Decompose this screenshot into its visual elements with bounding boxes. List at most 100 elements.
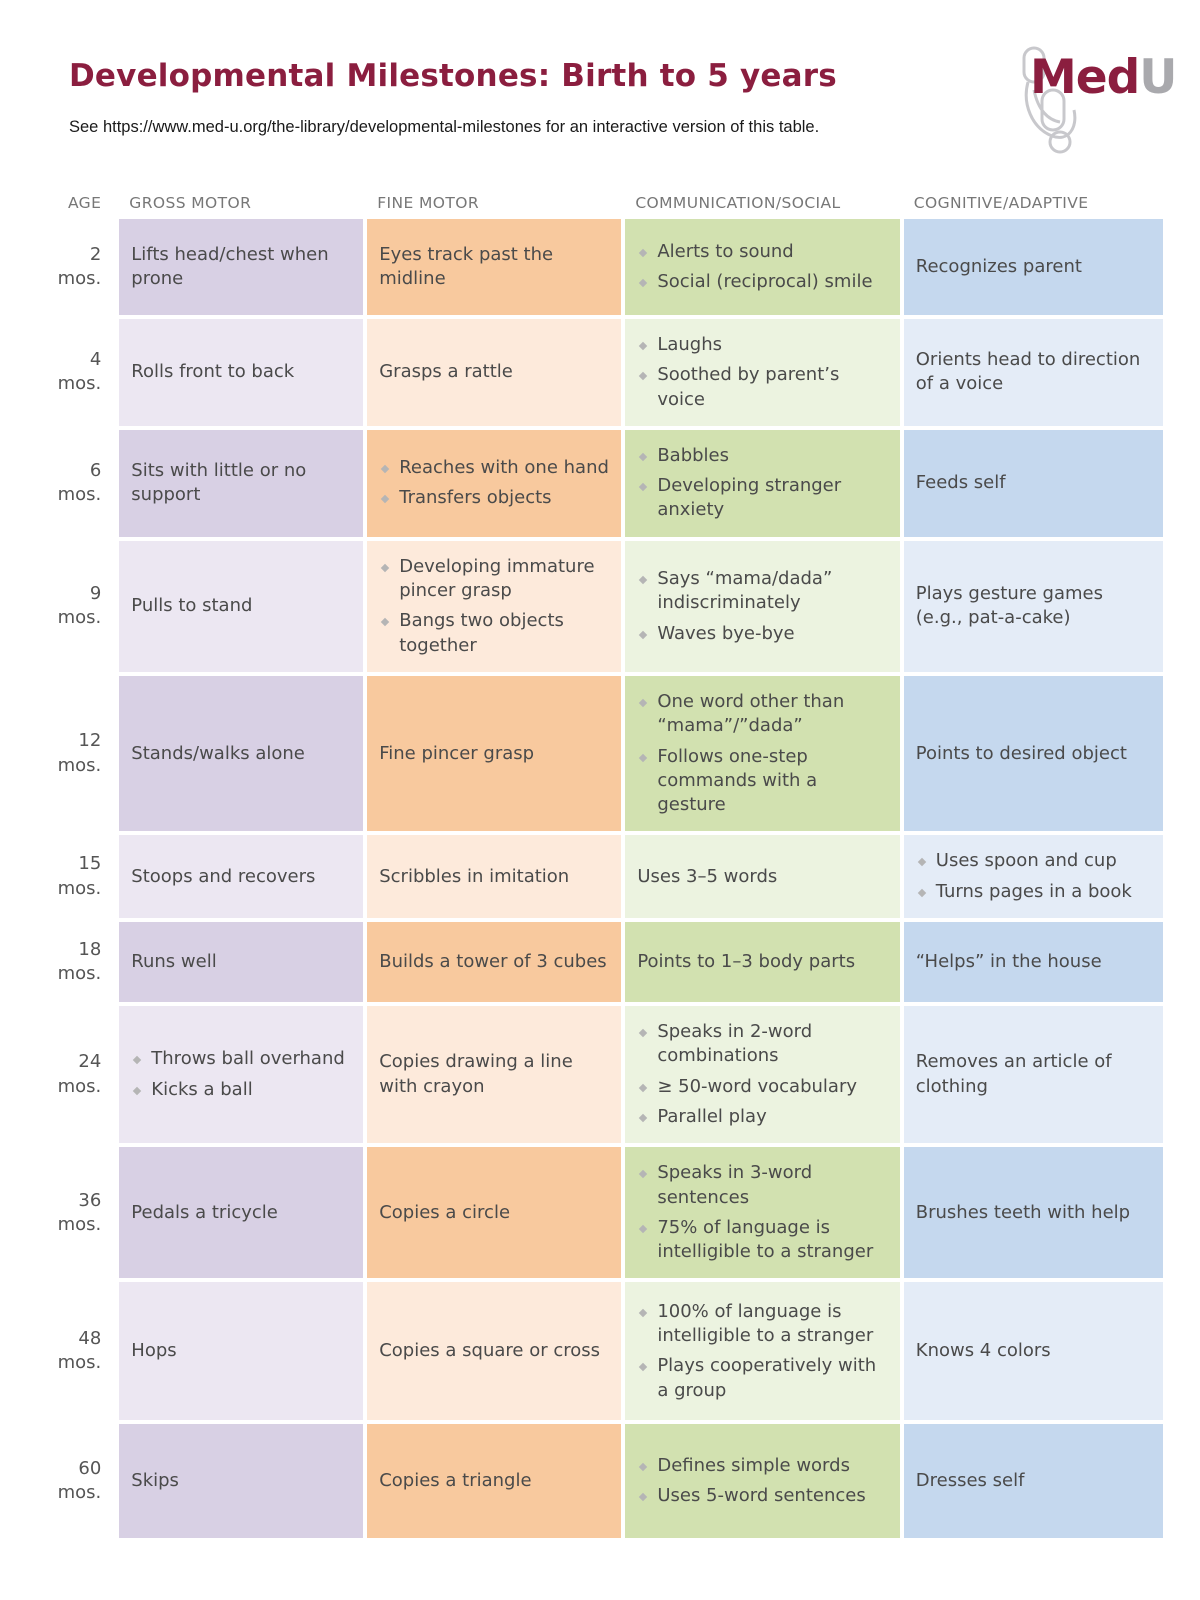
communication-social-list: Speaks in 3-word sentences 75% of languag… [637,1161,887,1264]
list-item: Follows one-step commands with a gesture [637,745,887,818]
age-unit: mos. [57,877,102,899]
fine-motor-text: Copies a circle [379,1201,511,1223]
age-unit: mos. [57,484,102,506]
table-row: 4 mos. Rolls front to back Grasps a rattle… [36,319,1163,426]
communication-social-text: Points to 1–3 body parts [637,950,856,972]
age-unit: mos. [57,1075,102,1097]
header-cognitive-adaptive: COGNITIVE/ADAPTIVE [913,193,1089,212]
header-gross-motor: GROSS MOTOR [129,193,252,212]
cognitive-adaptive-cell: Brushes teeth with help [903,1147,1163,1279]
table-row: 24 mos. Throws ball overhand Kicks a ball Co… [36,1006,1163,1144]
fine-motor-text: Copies a square or cross [379,1340,600,1362]
fine-motor-text: Eyes track past the midline [379,243,554,289]
table-header-row: AGE GROSS MOTOR FINE MOTOR COMMUNICATION… [36,190,1163,215]
cognitive-adaptive-text: Recognizes parent [915,255,1082,277]
gross-motor-cell: Skips [119,1424,364,1539]
age-unit: mos. [57,963,102,985]
fine-motor-cell: Fine pincer grasp [367,675,622,832]
age-unit: mos. [57,754,102,776]
list-item: Alerts to sound [637,240,887,264]
communication-social-cell: 100% of language is intelligible to a st… [625,1282,900,1421]
communication-social-list: Says “mama/dada” indiscriminately Waves b… [637,567,887,646]
table-row: 6 mos. Sits with little or no support Reac… [36,429,1163,537]
header-communication-social: COMMUNICATION/SOCIAL [635,193,841,212]
page-subtitle: See https://www.med-u.org/the-library/de… [69,118,820,136]
communication-social-list: Defines simple words Uses 5-word sentence… [637,1454,887,1509]
fine-motor-list: Developing immature pincer grasp Bangs tw… [379,555,609,658]
gross-motor-cell: Throws ball overhand Kicks a ball [119,1006,364,1144]
table-row: 15 mos. Stoops and recovers Scribbles in im… [36,835,1163,919]
age-number: 48 [78,1328,102,1350]
page-title: Developmental Milestones: Birth to 5 yea… [69,58,837,94]
age-number: 9 [89,583,102,605]
gross-motor-cell: Runs well [119,922,364,1003]
age-cell: 24 mos. [36,1006,115,1143]
list-item: Plays cooperatively with a group [637,1354,887,1403]
list-item: Transfers objects [379,486,609,510]
age-cell: 15 mos. [36,835,115,918]
cognitive-adaptive-cell: Removes an article of clothing [903,1006,1163,1144]
milestones-table: AGE GROSS MOTOR FINE MOTOR COMMUNICATION… [32,186,1167,1542]
communication-social-list: Speaks in 2-word combinations ≥ 50-word v… [637,1020,887,1129]
age-unit: mos. [57,373,102,395]
age-number: 12 [78,730,102,752]
cognitive-adaptive-text: Points to desired object [915,742,1127,764]
cognitive-adaptive-text: “Helps” in the house [915,950,1102,972]
medu-logo-icon [1022,46,1077,154]
fine-motor-cell: Scribbles in imitation [367,835,622,919]
table-row: 12 mos. Stands/walks alone Fine pincer gras… [36,675,1163,832]
fine-motor-text: Fine pincer grasp [379,742,535,764]
cognitive-adaptive-cell: “Helps” in the house [903,922,1163,1003]
cognitive-adaptive-text: Removes an article of clothing [915,1051,1112,1097]
list-item: Turns pages in a book [916,880,1151,904]
fine-motor-text: Builds a tower of 3 cubes [379,950,607,972]
communication-social-cell: One word other than “mama”/”dada” Follows… [625,675,900,832]
communication-social-text: Uses 3–5 words [637,865,778,887]
age-unit: mos. [57,1213,102,1235]
gross-motor-cell: Sits with little or no support [119,429,364,537]
age-unit: mos. [57,1482,102,1504]
gross-motor-text: Runs well [131,950,217,972]
list-item: Developing immature pincer grasp [379,555,609,604]
list-item: Defines simple words [637,1454,887,1478]
age-number: 60 [78,1458,102,1480]
fine-motor-text: Copies a triangle [379,1470,532,1492]
cognitive-adaptive-list: Uses spoon and cup Turns pages in a book [916,849,1151,904]
fine-motor-cell: Copies drawing a line with crayon [367,1006,622,1144]
cognitive-adaptive-text: Orients head to direction of a voice [915,349,1141,395]
cognitive-adaptive-cell: Points to desired object [903,675,1163,832]
fine-motor-text: Scribbles in imitation [379,865,570,887]
gross-motor-cell: Rolls front to back [119,319,364,426]
age-number: 24 [78,1051,102,1073]
fine-motor-cell: Developing immature pincer grasp Bangs tw… [367,540,622,672]
cognitive-adaptive-text: Brushes teeth with help [915,1201,1131,1223]
age-cell: 9 mos. [36,541,115,672]
cognitive-adaptive-text: Plays gesture games (e.g., pat-a-cake) [915,583,1103,629]
list-item: Kicks a ball [131,1078,351,1102]
communication-social-list: 100% of language is intelligible to a st… [637,1300,887,1403]
cognitive-adaptive-text: Feeds self [915,472,1006,494]
cognitive-adaptive-cell: Feeds self [903,429,1163,537]
list-item: One word other than “mama”/”dada” [637,690,887,739]
gross-motor-text: Lifts head/chest when prone [131,243,329,289]
gross-motor-text: Skips [131,1470,179,1492]
gross-motor-cell: Pulls to stand [119,540,364,672]
list-item: Speaks in 3-word sentences [637,1161,887,1210]
fine-motor-text: Copies drawing a line with crayon [379,1051,573,1097]
age-unit: mos. [57,607,102,629]
communication-social-list: One word other than “mama”/”dada” Follows… [637,690,887,817]
age-cell: 2 mos. [36,219,115,315]
list-item: Says “mama/dada” indiscriminately [637,567,887,616]
cognitive-adaptive-cell: Knows 4 colors [903,1282,1163,1421]
gross-motor-cell: Hops [119,1282,364,1421]
list-item: Laughs [637,333,887,357]
communication-social-cell: Points to 1–3 body parts [625,922,900,1003]
fine-motor-text: Grasps a rattle [379,361,513,383]
gross-motor-cell: Pedals a tricycle [119,1147,364,1279]
table-row: 18 mos. Runs well Builds a tower of 3 cubes… [36,922,1163,1003]
communication-social-cell: Alerts to sound Social (reciprocal) smile [625,219,900,315]
age-cell: 12 mos. [36,676,115,831]
age-number: 4 [89,349,102,371]
communication-social-list: Laughs Soothed by parent’s voice [637,333,887,412]
age-cell: 6 mos. [36,430,115,537]
